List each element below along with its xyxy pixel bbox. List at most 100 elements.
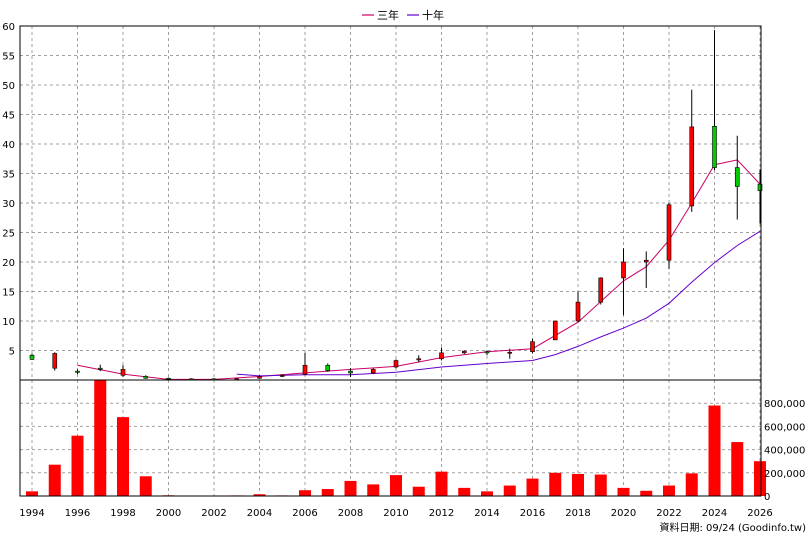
price-tick-label: 30 [2,199,15,210]
price-tick-label: 50 [2,81,15,92]
volume-bar-2025 [731,442,744,496]
candle-body [439,352,444,360]
candle-2014 [484,350,490,356]
year-tick-label: 2020 [611,508,636,519]
candle-2022 [666,203,672,270]
candle-2005 [279,374,285,378]
volume-tick-label: 0 [764,492,770,503]
candle-body [461,350,467,354]
candle-body [530,341,535,352]
candle-body [575,301,581,322]
year-tick-label: 2012 [429,508,454,519]
year-tick-label: 2018 [565,508,590,519]
volume-tick-label: 200,000 [764,469,805,480]
candle-body [757,183,763,191]
year-tick-label: 1998 [110,508,135,519]
candle-body [370,369,376,374]
volume-bar-2021 [640,490,653,496]
candle-body [393,360,399,368]
candle-1998 [120,365,126,378]
price-tick-label: 10 [2,317,15,328]
candle-2024 [712,30,717,170]
candle-body [257,376,262,379]
volume-bar-2014 [481,491,493,496]
volume-bar-2022 [663,485,675,496]
volume-bar-1998 [117,417,129,496]
volume-bar-2023 [685,473,698,496]
volume-bar-2019 [594,474,607,496]
year-tick-label: 2010 [383,508,408,519]
candle-body [734,167,740,187]
candle-body [507,351,513,354]
candle-body [325,364,331,371]
candle-2004 [257,375,262,379]
candlesticks [29,30,763,381]
candle-2018 [575,291,581,323]
candle-2025 [734,135,740,220]
volume-tick-label: 600,000 [764,422,805,433]
candle-2009 [370,368,376,375]
candle-1995 [52,352,58,371]
volume-bar-2017 [549,472,562,496]
candle-1994 [29,353,35,360]
candle-2017 [552,320,558,341]
year-tick-label: 2008 [338,508,363,519]
volume-bar-1997 [94,380,107,496]
volume-bar-1999 [139,476,152,496]
price-tick-label: 40 [2,140,15,151]
year-tick-label: 2022 [656,508,681,519]
candle-2015 [507,348,513,359]
candle-2007 [325,363,331,372]
year-tick-label: 2004 [247,508,272,519]
volume-bar-2006 [299,490,311,496]
price-tick-label: 60 [2,22,15,33]
year-tick-label: 2016 [520,508,545,519]
candle-2023 [689,89,695,212]
volume-bar-2007 [321,489,334,496]
candle-2006 [302,352,308,376]
candle-body [484,351,490,354]
candle-1999 [143,375,149,379]
candle-2011 [416,355,422,363]
volume-bar-2011 [412,486,425,496]
axis-labels: 5 10 15 20 25 30 35 40 45 50 55 60 0 200,000 400,000 60… [2,22,805,519]
moving-average-lines [77,159,761,380]
price-tick-label: 15 [2,288,15,299]
candle-body [621,261,626,279]
year-tick-label: 2014 [474,508,499,519]
price-tick-label: 5 [9,347,15,358]
grid-lines [20,25,761,496]
candle-body [97,367,103,370]
footer-date: 資料日期: 09/24 (Goodinfo.tw) [659,521,806,534]
volume-bar-2013 [458,487,471,496]
volume-bar-2009 [367,484,380,496]
legend: 三年 十年 [362,8,444,22]
candle-body [279,374,285,377]
price-tick-label: 45 [2,111,15,122]
legend-ten-year-label: 十年 [422,8,444,22]
candle-2021 [643,251,649,288]
year-tick-label: 2026 [747,508,772,519]
ten-year-line [236,230,761,377]
volume-bar-1994 [26,491,38,496]
year-tick-label: 2024 [702,508,727,519]
volume-bar-2026 [754,461,766,496]
candle-body [302,364,308,375]
candle-body [52,353,58,369]
price-tick-label: 35 [2,170,15,181]
candle-body [598,277,604,303]
year-tick-label: 2006 [292,508,317,519]
year-tick-label: 2000 [156,508,181,519]
candle-2026 [757,169,763,224]
price-tick-label: 55 [2,52,15,63]
candle-2008 [348,368,353,378]
year-tick-label: 1994 [19,508,44,519]
price-tick-label: 20 [2,258,15,269]
year-tick-label: 2002 [201,508,226,519]
candle-body [75,370,80,373]
volume-bar-2016 [526,478,539,496]
candle-body [416,358,422,361]
volume-bar-2015 [503,485,516,496]
year-tick-label: 1996 [65,508,90,519]
